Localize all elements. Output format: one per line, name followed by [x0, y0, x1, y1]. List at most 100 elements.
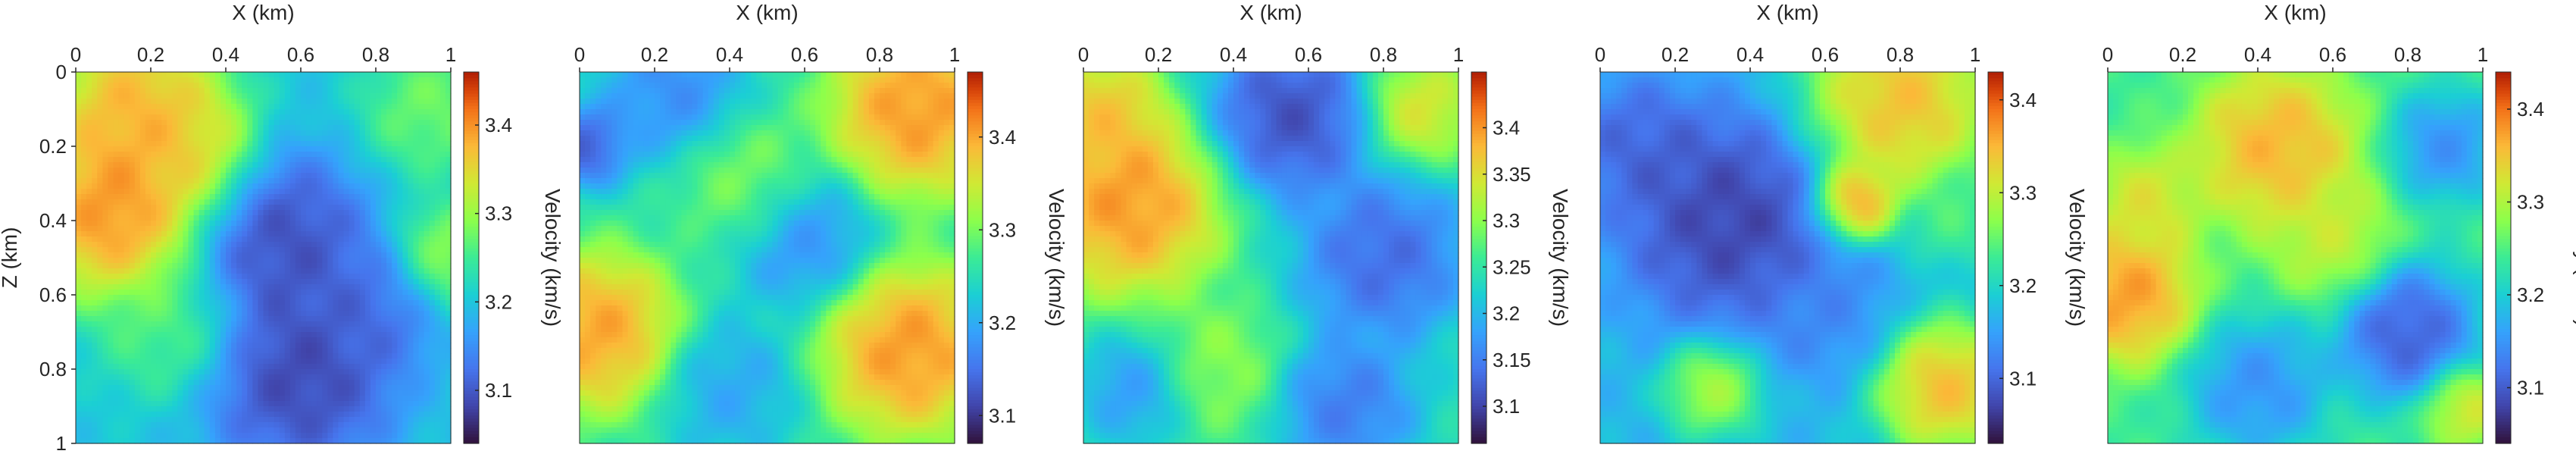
heatmap-cell — [81, 157, 87, 163]
heatmap-cell — [108, 183, 114, 189]
heatmap-cell — [119, 178, 125, 184]
heatmap-cell — [210, 136, 216, 142]
heatmap-cell — [430, 109, 436, 115]
heatmap-cell — [397, 104, 403, 110]
heatmap-cell — [386, 173, 392, 179]
heatmap-cell — [414, 104, 420, 110]
heatmap-cell — [194, 162, 200, 168]
heatmap-cell — [419, 77, 425, 83]
heatmap-cell — [414, 130, 420, 136]
heatmap-cell — [220, 125, 227, 131]
heatmap-cell — [92, 162, 98, 168]
heatmap-cell — [430, 157, 436, 163]
heatmap-cell — [124, 205, 130, 211]
heatmap-cell — [108, 178, 114, 184]
heatmap-cell — [252, 93, 258, 99]
heatmap-cell — [226, 168, 232, 174]
heatmap-cell — [236, 88, 242, 94]
heatmap-cell — [114, 168, 120, 174]
heatmap-cell — [419, 93, 425, 99]
heatmap-cell — [430, 152, 436, 158]
heatmap-cell — [205, 99, 211, 105]
heatmap-cell — [280, 72, 286, 78]
heatmap-cell — [290, 125, 296, 131]
heatmap-cell — [360, 152, 366, 158]
heatmap-cell — [344, 168, 350, 174]
heatmap-cell — [419, 83, 425, 89]
heatmap-cell — [327, 77, 333, 83]
heatmap-cell — [189, 183, 195, 189]
heatmap-cell — [242, 83, 248, 89]
heatmap-cell — [167, 189, 173, 195]
heatmap-cell — [264, 109, 270, 115]
heatmap-cell — [76, 125, 82, 131]
heatmap-cell — [156, 205, 162, 211]
heatmap-cell — [435, 130, 441, 136]
heatmap-cell — [215, 114, 221, 121]
heatmap-cell — [440, 114, 446, 121]
heatmap-cell — [189, 77, 195, 83]
heatmap-cell — [151, 83, 157, 89]
heatmap-cell — [252, 146, 258, 152]
heatmap-cell — [236, 157, 242, 163]
heatmap-cell — [92, 88, 98, 94]
heatmap-cell — [392, 141, 398, 147]
heatmap-cell — [215, 109, 221, 115]
heatmap-cell — [381, 136, 387, 142]
heatmap-cell — [135, 99, 141, 105]
heatmap-cell — [344, 72, 350, 78]
heatmap-cell — [322, 168, 328, 174]
heatmap-cell — [295, 99, 302, 105]
heatmap-cell — [285, 104, 291, 110]
heatmap-cell — [114, 77, 120, 83]
heatmap-cell — [242, 99, 248, 105]
heatmap-cell — [124, 157, 130, 163]
heatmap-cell — [365, 173, 371, 179]
heatmap-cell — [81, 162, 87, 168]
heatmap-cell — [290, 136, 296, 142]
heatmap-cell — [365, 152, 371, 158]
heatmap-cell — [333, 146, 339, 152]
heatmap-cell — [167, 114, 173, 121]
heatmap-cell — [311, 99, 317, 105]
heatmap-cell — [355, 157, 361, 163]
heatmap-cell — [242, 162, 248, 168]
heatmap-cell — [215, 146, 221, 152]
heatmap-cell — [274, 72, 280, 78]
heatmap-cell — [274, 109, 280, 115]
heatmap-cell — [280, 93, 286, 99]
heatmap-cell — [114, 146, 120, 152]
heatmap-cell — [424, 130, 430, 136]
heatmap-cell — [317, 152, 323, 158]
heatmap-cell — [269, 168, 275, 174]
heatmap-cell — [177, 120, 183, 126]
heatmap-cell — [231, 99, 237, 105]
heatmap-cell — [247, 93, 253, 99]
heatmap-cell — [151, 136, 157, 142]
heatmap-cell — [226, 146, 232, 152]
heatmap-cell — [339, 99, 345, 105]
heatmap-cell — [183, 72, 189, 78]
heatmap-cell — [264, 125, 270, 131]
heatmap-cell — [290, 178, 296, 184]
heatmap-cell — [269, 183, 275, 189]
heatmap-cell — [183, 194, 189, 200]
heatmap-cell — [424, 114, 430, 121]
heatmap-cell — [145, 194, 152, 200]
heatmap-cell — [285, 168, 291, 174]
heatmap-cell — [311, 162, 317, 168]
heatmap-cell — [81, 109, 87, 115]
heatmap-cell — [285, 178, 291, 184]
heatmap-cell — [333, 157, 339, 163]
heatmap-cell — [339, 88, 345, 94]
heatmap-cell — [236, 173, 242, 179]
heatmap-cell — [177, 109, 183, 115]
heatmap-cell — [76, 104, 82, 110]
heatmap-cell — [140, 125, 146, 131]
heatmap-cell — [402, 178, 408, 184]
heatmap-cell — [430, 77, 436, 83]
heatmap-cell — [210, 120, 216, 126]
heatmap-cell — [210, 173, 216, 179]
heatmap-cell — [408, 162, 414, 168]
